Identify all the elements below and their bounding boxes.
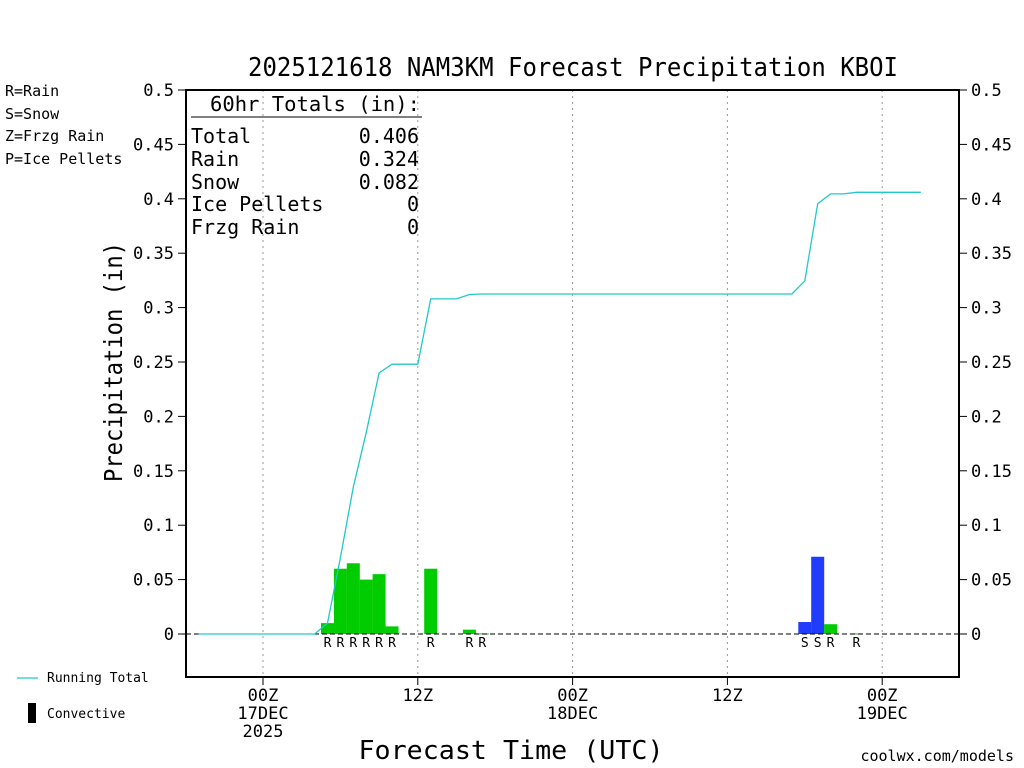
precip-bar — [811, 556, 825, 634]
legend-rain: R=Rain — [5, 82, 59, 100]
precip-bars — [321, 556, 863, 635]
credit-text: coolwx.com/models — [860, 747, 1014, 765]
xtick-label: 18DEC — [547, 704, 598, 724]
totals-box: 60hr Totals (in): Total 0.406 Rain 0.324… — [191, 92, 422, 239]
precip-bar — [372, 574, 386, 634]
ytick-right-label: 0.05 — [971, 571, 1012, 591]
ytick-right-label: 0.15 — [971, 462, 1012, 482]
ytick-right-label: 0.1 — [971, 516, 1002, 536]
precip-bar — [462, 629, 476, 634]
legend-snow: S=Snow — [5, 105, 60, 123]
xtick-label: 00Z — [867, 686, 898, 706]
ytick-right-label: 0.3 — [971, 299, 1002, 319]
ytick-right-label: 0.45 — [971, 135, 1012, 155]
precip-bar — [346, 563, 360, 634]
running-total-line — [198, 191, 921, 635]
ytick-right-label: 0.4 — [971, 190, 1002, 210]
ptype-label: R — [852, 636, 860, 651]
ytick-left-label: 0 — [164, 625, 174, 645]
ptype-label: R — [388, 636, 396, 651]
totals-label-rain: Rain — [191, 147, 239, 171]
ytick-left-label: 0.35 — [133, 244, 174, 264]
ptype-label: R — [478, 636, 486, 651]
ytick-right-label: 0.5 — [971, 81, 1002, 101]
totals-value-rain: 0.324 — [359, 147, 419, 171]
ytick-right-label: 0.35 — [971, 244, 1012, 264]
xtick-label: 12Z — [402, 686, 433, 706]
precip-type-legend: R=Rain S=Snow Z=Frzg Rain P=Ice Pellets — [5, 82, 122, 168]
line-legend: Running Total Convective — [17, 671, 149, 723]
ytick-left-label: 0.5 — [143, 81, 174, 101]
totals-label-total: Total — [191, 124, 251, 148]
ptype-label: S — [814, 636, 822, 651]
ptype-label: R — [427, 636, 435, 651]
chart-title: 2025121618 NAM3KM Forecast Precipitation… — [248, 53, 898, 83]
y-axis-label: Precipitation (in) — [99, 242, 128, 482]
precip-bar — [849, 633, 863, 635]
ptype-label: R — [336, 636, 344, 651]
totals-label-ice-pellets: Ice Pellets — [191, 192, 323, 216]
ptype-label: R — [362, 636, 370, 651]
ytick-left-label: 0.25 — [133, 353, 174, 373]
ptype-label: R — [324, 636, 332, 651]
precip-bar — [321, 623, 334, 634]
ytick-right-label: 0.25 — [971, 353, 1012, 373]
x-axis-label: Forecast Time (UTC) — [359, 736, 664, 766]
totals-label-frzg-rain: Frzg Rain — [191, 215, 299, 239]
ytick-left-label: 0.45 — [133, 135, 174, 155]
ytick-left-label: 0.3 — [143, 299, 174, 319]
precip-bar — [333, 568, 347, 634]
y-ticks-left: 0.5 0.45 0.4 0.35 0.3 0.25 0.2 0.15 0.1 0.05 0 — [133, 81, 186, 645]
xtick-label: 00Z — [557, 686, 588, 706]
ytick-right-label: 0.2 — [971, 407, 1002, 427]
precip-bar — [824, 624, 838, 634]
xtick-label: 19DEC — [857, 704, 908, 724]
ytick-left-label: 0.15 — [133, 462, 174, 482]
totals-value-frzg-rain: 0 — [407, 215, 419, 239]
totals-value-snow: 0.082 — [359, 170, 419, 194]
ptype-label: R — [375, 636, 383, 651]
convective-swatch — [28, 703, 36, 723]
ytick-left-label: 0.4 — [143, 190, 174, 210]
totals-value-total: 0.406 — [359, 124, 419, 148]
totals-value-ice-pellets: 0 — [407, 192, 419, 216]
ytick-left-label: 0.1 — [143, 516, 174, 536]
ptype-label: S — [801, 636, 809, 651]
ytick-right-label: 0 — [971, 625, 981, 645]
ptype-label: R — [349, 636, 357, 651]
grid-lines — [262, 90, 883, 677]
xtick-label: 2025 — [243, 722, 284, 742]
ytick-left-label: 0.05 — [133, 571, 174, 591]
precip-bar — [385, 626, 399, 634]
y-ticks-right: 0.5 0.45 0.4 0.35 0.3 0.25 0.2 0.15 0.1 0.05 0 — [959, 81, 1012, 645]
xtick-label: 00Z — [248, 686, 279, 706]
ptype-label: R — [827, 636, 835, 651]
precip-bar — [798, 622, 812, 634]
legend-ice-pellets: P=Ice Pellets — [5, 150, 122, 168]
legend-frzg-rain: Z=Frzg Rain — [5, 127, 104, 145]
xtick-label: 17DEC — [237, 704, 288, 724]
xtick-label: 12Z — [712, 686, 743, 706]
precip-bar — [424, 568, 438, 634]
legend-convective: Convective — [47, 707, 125, 722]
totals-header: 60hr Totals (in): — [210, 92, 420, 116]
ytick-left-label: 0.2 — [143, 407, 174, 427]
legend-running-total: Running Total — [47, 671, 149, 686]
ptype-label: R — [465, 636, 473, 651]
precip-bar — [359, 579, 373, 634]
totals-label-snow: Snow — [191, 170, 240, 194]
